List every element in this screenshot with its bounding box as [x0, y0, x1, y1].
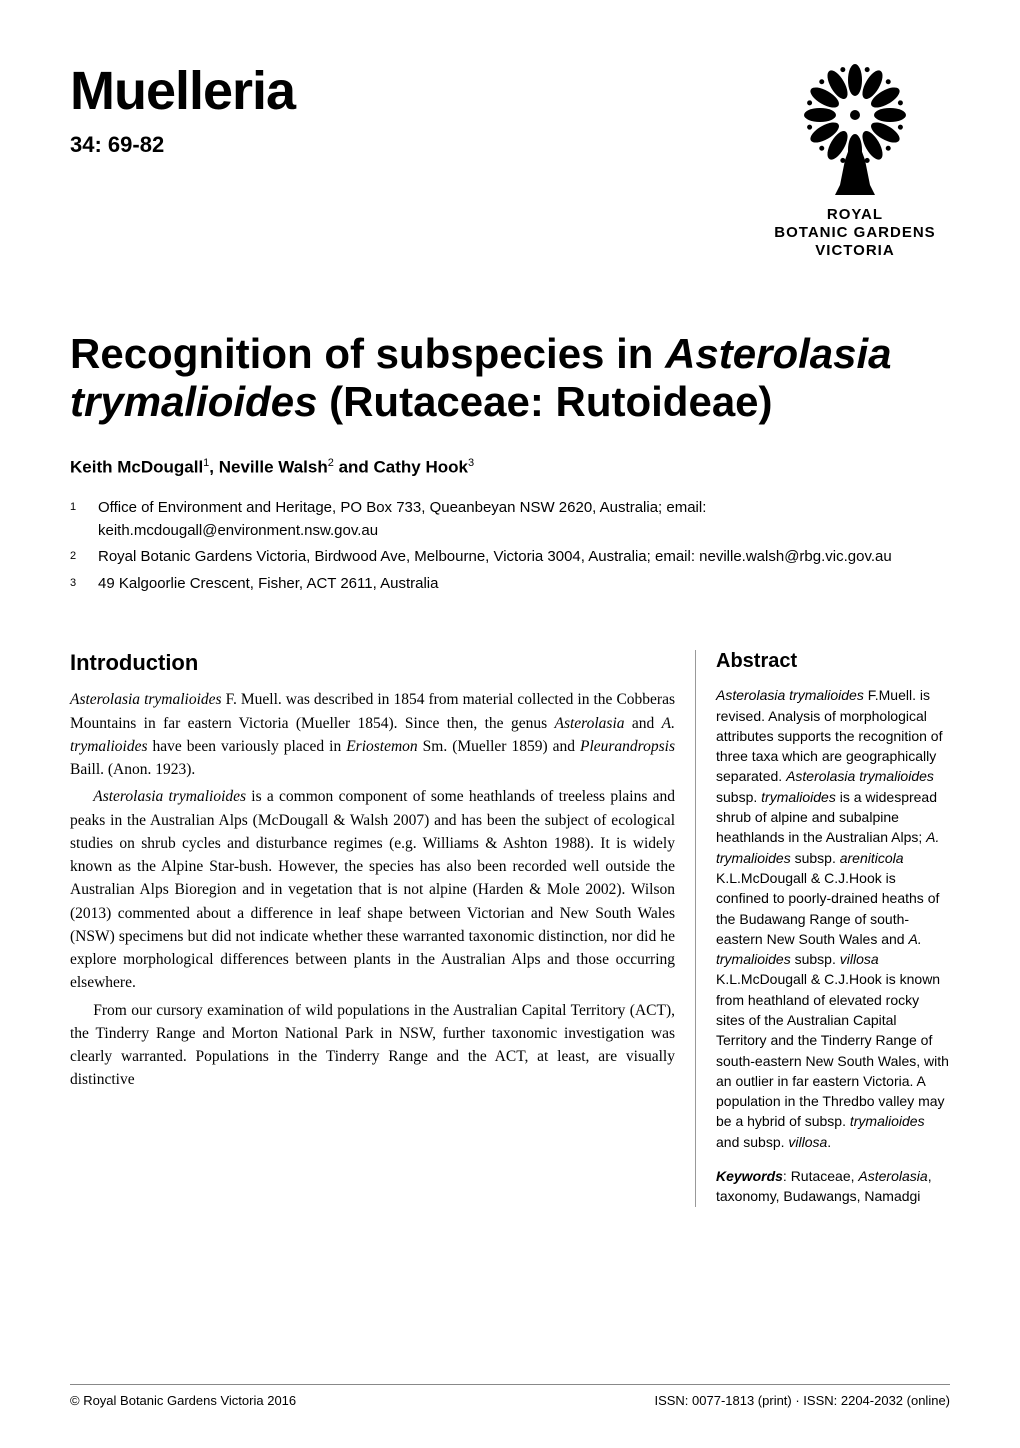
- publisher-logo: ROYAL BOTANIC GARDENS VICTORIA: [760, 60, 950, 260]
- affiliation-text: Royal Botanic Gardens Victoria, Birdwood…: [98, 546, 892, 569]
- introduction-heading: Introduction: [70, 650, 675, 676]
- logo-line2: BOTANIC GARDENS: [774, 224, 935, 241]
- article-title: Recognition of subspecies in Asterolasia…: [70, 330, 950, 427]
- title-part-pre: Recognition of subspecies in: [70, 330, 665, 377]
- author-2: Neville Walsh: [219, 457, 328, 476]
- intro-para: Asterolasia trymalioides F. Muell. was d…: [70, 688, 675, 781]
- publisher-name: ROYAL BOTANIC GARDENS VICTORIA: [774, 206, 935, 260]
- abstract-heading: Abstract: [716, 650, 950, 673]
- intro-para: From our cursory examination of wild pop…: [70, 999, 675, 1092]
- author-1: Keith McDougall: [70, 457, 203, 476]
- abstract-body: Asterolasia trymalioides F.Muell. is rev…: [716, 685, 950, 1152]
- author-3: Cathy Hook: [374, 457, 468, 476]
- content-columns: Introduction Asterolasia trymalioides F.…: [70, 650, 950, 1206]
- page-footer: © Royal Botanic Gardens Victoria 2016 IS…: [70, 1384, 950, 1408]
- footer-copyright: © Royal Botanic Gardens Victoria 2016: [70, 1393, 296, 1408]
- affiliations: 1Office of Environment and Heritage, PO …: [70, 497, 950, 595]
- introduction-body: Asterolasia trymalioides F. Muell. was d…: [70, 688, 675, 1091]
- sidebar-column: Abstract Asterolasia trymalioides F.Muel…: [695, 650, 950, 1206]
- header: Muelleria 34: 69-82: [70, 60, 950, 260]
- keywords-label: Keywords: [716, 1168, 783, 1184]
- keywords: Keywords: Rutaceae, Asterolasia, taxonom…: [716, 1166, 950, 1207]
- footer-issn: ISSN: 0077-1813 (print) · ISSN: 2204-203…: [654, 1393, 950, 1408]
- title-part-post: (Rutaceae: Rutoideae): [317, 378, 772, 425]
- journal-block: Muelleria 34: 69-82: [70, 60, 295, 158]
- affiliation-num: 2: [70, 546, 98, 569]
- affiliation-text: Office of Environment and Heritage, PO B…: [98, 497, 950, 542]
- affiliation-item: 2Royal Botanic Gardens Victoria, Birdwoo…: [70, 546, 950, 569]
- logo-line1: ROYAL: [827, 206, 883, 223]
- journal-name: Muelleria: [70, 60, 295, 122]
- authors: Keith McDougall1, Neville Walsh2 and Cat…: [70, 457, 950, 478]
- intro-para: Asterolasia trymalioides is a common com…: [70, 785, 675, 994]
- logo-line3: VICTORIA: [815, 242, 894, 259]
- volume-pages: 34: 69-82: [70, 132, 295, 158]
- affiliation-text: 49 Kalgoorlie Crescent, Fisher, ACT 2611…: [98, 573, 438, 596]
- affiliation-num: 1: [70, 497, 98, 542]
- main-column: Introduction Asterolasia trymalioides F.…: [70, 650, 695, 1206]
- affiliation-num: 3: [70, 573, 98, 596]
- rbgv-logo-icon: [790, 60, 920, 200]
- affiliation-item: 349 Kalgoorlie Crescent, Fisher, ACT 261…: [70, 573, 950, 596]
- affiliation-item: 1Office of Environment and Heritage, PO …: [70, 497, 950, 542]
